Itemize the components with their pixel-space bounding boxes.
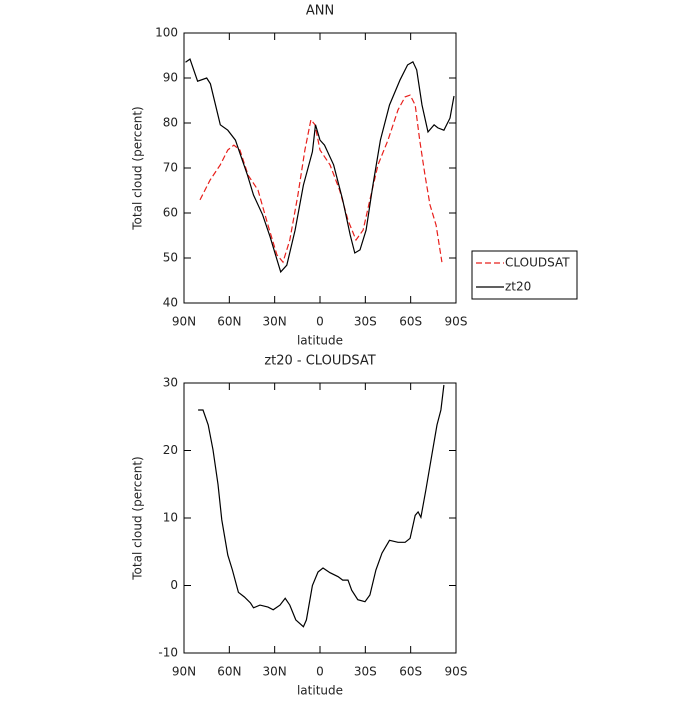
x-tick-label: 60N (217, 665, 241, 679)
data-line (198, 384, 445, 628)
x-tick-label: 90S (445, 315, 468, 329)
x-tick-label: 30N (263, 315, 287, 329)
y-tick-label: 0 (170, 578, 178, 592)
y-tick-label: 80 (163, 116, 178, 130)
x-tick-label: 30S (354, 315, 377, 329)
x-axis-label: latitude (297, 334, 343, 348)
y-tick-label: 10 (163, 511, 178, 525)
y-tick-label: 30 (163, 376, 178, 390)
legend-label: zt20 (505, 280, 531, 294)
y-tick-label: 60 (163, 206, 178, 220)
y-tick-label: 70 (163, 161, 178, 175)
x-tick-label: 0 (316, 315, 324, 329)
y-tick-label: -10 (158, 646, 178, 660)
legend-label: CLOUDSAT (505, 256, 570, 270)
x-tick-label: 90N (172, 315, 196, 329)
x-tick-label: 90N (172, 665, 196, 679)
x-axis-label: latitude (297, 684, 343, 698)
y-axis-label: Total cloud (percent) (131, 456, 145, 580)
x-tick-label: 30S (354, 665, 377, 679)
y-tick-label: 50 (163, 251, 178, 265)
x-tick-label: 60N (217, 315, 241, 329)
y-tick-label: 40 (163, 296, 178, 310)
legend-box (471, 250, 578, 300)
y-tick-label: 100 (155, 26, 178, 40)
x-tick-label: 60S (399, 315, 422, 329)
data-line (199, 94, 443, 264)
chart-title: zt20 - CLOUDSAT (264, 354, 375, 369)
y-tick-label: 20 (163, 443, 178, 457)
chart-title: ANN (306, 4, 334, 19)
x-tick-label: 30N (263, 665, 287, 679)
y-axis-label: Total cloud (percent) (131, 106, 145, 230)
x-tick-label: 90S (445, 665, 468, 679)
x-tick-label: 0 (316, 665, 324, 679)
y-tick-label: 90 (163, 71, 178, 85)
data-line (185, 58, 455, 274)
x-tick-label: 60S (399, 665, 422, 679)
plot-frame (183, 32, 457, 304)
